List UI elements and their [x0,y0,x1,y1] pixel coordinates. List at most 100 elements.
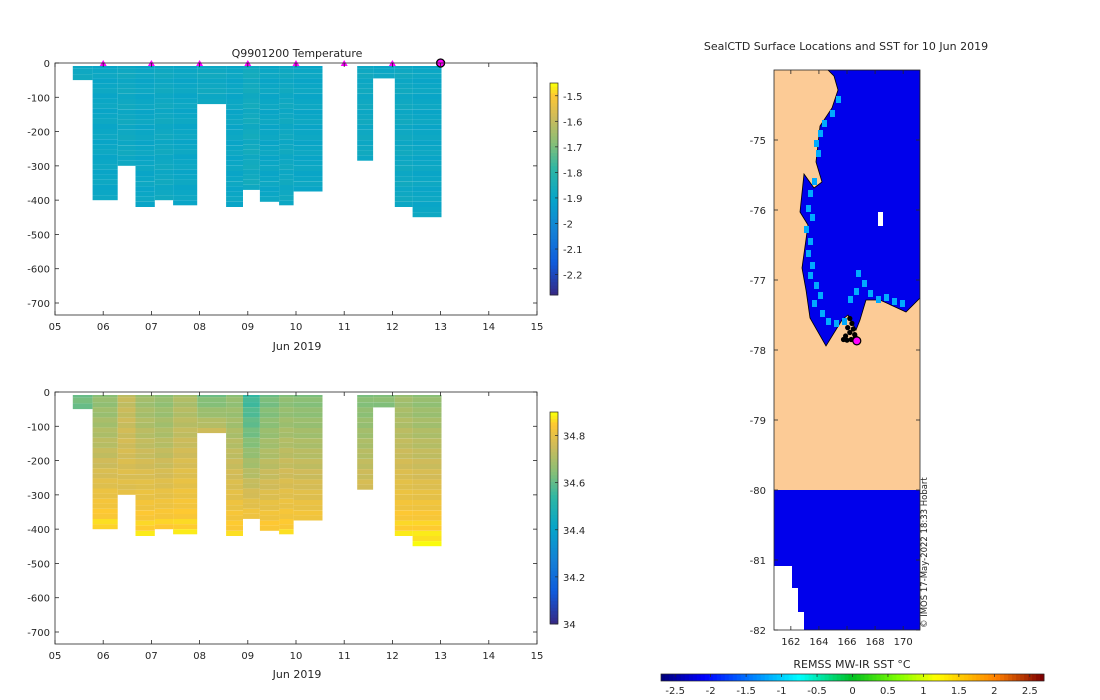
profile-cell [92,144,118,150]
coastal-sst-pixel [810,262,815,269]
map-x-tick-label: 164 [809,637,828,648]
profile-cell [279,68,294,74]
profile-cell [135,129,155,135]
profile-cell [226,474,243,480]
y-tick-label: -700 [27,628,50,639]
profile-cell [243,483,260,489]
profile-cell [226,489,243,495]
profile-cell [412,73,442,79]
profile-cell [197,68,227,74]
sst-colorbar-swatch [788,674,794,681]
profile-cell [293,104,323,110]
profile-cell [259,397,280,403]
profile-cell [394,68,413,74]
profile-cell [412,530,442,536]
profile-cell [173,488,198,494]
profile-cell [154,503,174,509]
profile-cell [135,458,155,464]
profile-cell [279,134,294,140]
sst-colorbar-swatch [1016,674,1021,681]
colorbar-tick-label: -1.6 [563,117,583,128]
profile-cell [226,165,243,171]
profile-cell [293,181,323,187]
sst-colorbar-swatch [912,674,917,681]
profile-cell [197,402,227,408]
temperature-y-ticks: 0 -100 -200 -300 -400 -500 -600 -700 [27,59,537,310]
profile-cell [357,443,374,449]
profile-cell [117,150,136,156]
profile-cell [226,201,243,207]
profile-cell [117,428,136,434]
temperature-title: Q9901200 Temperature [232,47,363,60]
profile-cell [394,160,413,166]
y-tick-label: -400 [27,196,50,207]
x-tick-label: 11 [338,651,351,662]
coastal-sst-pixel [806,205,811,212]
profile-cell [243,402,260,408]
profile-cell [279,129,294,135]
colorbar-swatch [550,508,558,512]
watermark: © IMOS 17-May-2022 18:33 Hobart [920,477,930,628]
sst-colorbar-swatch [736,674,742,681]
colorbar-swatch [550,561,558,565]
profile-cell [243,88,260,94]
colorbar-swatch [550,521,558,526]
profile-cell [394,171,413,177]
sst-colorbar-swatch [680,674,686,681]
profile-cell [173,88,198,94]
colorbar-swatch [550,617,558,622]
profile-cell [394,176,413,182]
sst-colorbar-swatch [796,674,802,681]
profile-cell [92,174,118,180]
profile-cell [173,437,198,443]
y-tick-label: -400 [27,525,50,536]
profile-cell [394,417,413,423]
profile-cell [259,93,280,99]
profile-cell [259,479,280,485]
profile-cell [173,407,198,413]
profile-cell [243,164,260,170]
x-tick-label: 14 [482,322,495,333]
colorbar-swatch [550,245,558,250]
profile-cell [226,428,243,434]
profile-cell [92,129,118,135]
profile-cell [135,124,155,130]
profile-cell [279,478,294,484]
profile-cell [259,145,280,151]
profile-cell [373,395,395,398]
y-tick-label: -500 [27,230,50,241]
sst-colorbar-swatch [964,674,969,681]
profile-cell [92,93,118,99]
profile-cell [173,68,198,74]
profile-cell [154,493,174,499]
colorbar-swatch [550,597,558,602]
colorbar-swatch [550,268,558,273]
profile-cell [243,513,260,519]
colorbar-swatch [550,235,558,240]
sst-colorbar-swatch [832,674,837,681]
colorbar-swatch [550,551,558,555]
profile-cell [412,458,442,464]
profile-cell [226,104,243,110]
profile-cell [279,144,294,150]
profile-cell [92,442,118,448]
colorbar-tick-label: -2 [563,219,573,230]
profile-cell [92,78,118,84]
profile-cell [279,427,294,433]
profile-cell [412,201,442,207]
profile-cell [197,83,227,89]
profile-cell [394,165,413,171]
colorbar-swatch [550,165,558,170]
sst-colorbar-swatch [1040,674,1045,681]
ctd-location [845,325,851,331]
profile-cell [226,68,243,74]
colorbar-swatch [550,428,558,433]
colorbar-swatch [550,109,558,114]
profile-cell [92,427,118,433]
profile-cell [259,150,280,156]
profile-cell [243,118,260,124]
x-tick-label: 08 [193,651,206,662]
profile-cell [226,83,243,89]
sst-colorbar-swatch [900,674,905,681]
profile-cell [135,402,155,408]
